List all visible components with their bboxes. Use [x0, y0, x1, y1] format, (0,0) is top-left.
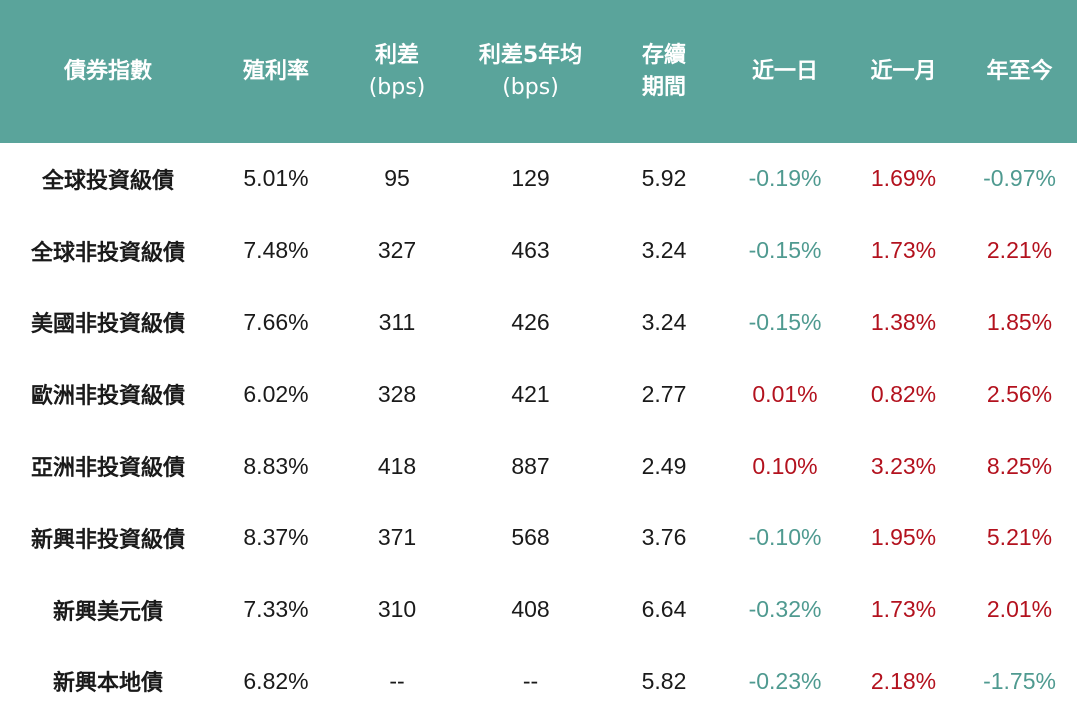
- table-row: 新興本地債 6.82% -- -- 5.82 -0.23% 2.18% -1.75%: [0, 646, 1077, 718]
- cell-m1: 1.73%: [870, 596, 937, 623]
- cell-yield: 8.83%: [243, 452, 309, 479]
- cell-ytd: 5.21%: [986, 524, 1053, 551]
- header-1m: 近一月: [870, 58, 937, 84]
- cell-name: 全球非投資級債: [30, 240, 185, 266]
- table-row: 美國非投資級債 7.66% 311 426 3.24 -0.15% 1.38% 1.85%: [0, 287, 1077, 359]
- header-duration: 存續 期間: [641, 42, 686, 100]
- cell-spread5y: 426: [511, 308, 550, 335]
- cell-spread5y: 463: [511, 237, 550, 264]
- cell-name: 新興非投資級債: [30, 527, 185, 553]
- cell-yield: 7.33%: [243, 596, 309, 623]
- cell-ytd: 1.85%: [986, 308, 1053, 335]
- cell-yield: 5.01%: [243, 165, 309, 192]
- cell-ytd: 2.21%: [986, 237, 1053, 264]
- cell-spread5y: 421: [511, 380, 550, 407]
- cell-spread: 371: [377, 524, 417, 551]
- cell-d1: -0.32%: [748, 596, 822, 623]
- cell-d1: -0.15%: [748, 308, 822, 335]
- cell-ytd: -1.75%: [983, 667, 1056, 694]
- cell-name: 全球投資級債: [41, 168, 174, 194]
- cell-spread5y: 129: [511, 165, 550, 192]
- cell-yield: 7.66%: [243, 308, 309, 335]
- cell-ytd: 2.56%: [986, 380, 1053, 407]
- table-row: 歐洲非投資級債 6.02% 328 421 2.77 0.01% 0.82% 2.56%: [0, 358, 1077, 430]
- cell-ytd: 2.01%: [986, 596, 1053, 623]
- cell-spread: 311: [378, 308, 416, 335]
- cell-d1: -0.15%: [748, 237, 822, 264]
- cell-m1: 2.18%: [870, 667, 937, 694]
- cell-duration: 6.64: [641, 596, 687, 623]
- table-row: 亞洲非投資級債 8.83% 418 887 2.49 0.10% 3.23% 8.25%: [0, 430, 1077, 502]
- cell-spread5y: 887: [511, 452, 550, 479]
- cell-ytd: -0.97%: [983, 165, 1056, 192]
- table-row: 新興美元債 7.33% 310 408 6.64 -0.32% 1.73% 2.01%: [0, 574, 1077, 646]
- cell-duration: 3.24: [641, 237, 687, 264]
- cell-name: 新興本地債: [52, 671, 163, 697]
- cell-spread: 328: [377, 380, 417, 407]
- cell-yield: 6.82%: [243, 667, 309, 694]
- table-body: 全球投資級債 5.01% 95 129 5.92 -0.19% 1.69% -0.97% 全球非…: [0, 143, 1077, 717]
- cell-name: 美國非投資級債: [30, 312, 185, 338]
- cell-m1: 1.69%: [870, 165, 937, 192]
- cell-spread5y: 568: [511, 524, 550, 551]
- cell-spread5y: 408: [511, 596, 550, 623]
- cell-duration: 3.24: [641, 308, 687, 335]
- cell-m1: 1.73%: [870, 237, 937, 264]
- cell-d1: 0.10%: [752, 452, 818, 479]
- cell-m1: 1.38%: [870, 308, 937, 335]
- cell-name: 新興美元債: [52, 599, 163, 625]
- cell-spread5y: --: [522, 667, 539, 694]
- cell-duration: 2.49: [641, 452, 687, 479]
- cell-duration: 5.82: [641, 667, 687, 694]
- cell-name: 歐洲非投資級債: [30, 384, 185, 410]
- cell-spread: --: [389, 667, 405, 694]
- cell-d1: -0.10%: [748, 524, 822, 551]
- header-spread-5y: 利差5年均 (bps): [478, 42, 583, 100]
- table-row: 全球非投資級債 7.48% 327 463 3.24 -0.15% 1.73% 2.21%: [0, 215, 1077, 287]
- cell-ytd: 8.25%: [986, 452, 1053, 479]
- cell-d1: -0.19%: [748, 165, 822, 192]
- table-row: 新興非投資級債 8.37% 371 568 3.76 -0.10% 1.95% 5.21%: [0, 502, 1077, 574]
- cell-spread: 418: [377, 452, 417, 479]
- cell-m1: 1.95%: [870, 524, 937, 551]
- header-index: 債券指數: [63, 58, 152, 84]
- cell-name: 亞洲非投資級債: [30, 456, 185, 482]
- cell-yield: 7.48%: [243, 237, 309, 264]
- header-yield: 殖利率: [242, 58, 309, 84]
- cell-spread: 95: [384, 165, 410, 192]
- cell-duration: 2.77: [641, 380, 687, 407]
- header-spread: 利差 (bps): [368, 42, 426, 100]
- cell-d1: 0.01%: [752, 380, 818, 407]
- cell-m1: 0.82%: [870, 380, 937, 407]
- table-header: 債券指數 殖利率 利差 (bps) 利差5年均 (bps) 存續 期間 近一日 近一月…: [0, 0, 1077, 143]
- cell-yield: 8.37%: [243, 524, 309, 551]
- cell-spread: 327: [377, 237, 417, 264]
- cell-duration: 5.92: [641, 165, 687, 192]
- table-row: 全球投資級債 5.01% 95 129 5.92 -0.19% 1.69% -0.97%: [0, 143, 1077, 215]
- cell-m1: 3.23%: [870, 452, 937, 479]
- header-ytd: 年至今: [986, 58, 1053, 84]
- header-row: 債券指數 殖利率 利差 (bps) 利差5年均 (bps) 存續 期間 近一日 近一月…: [0, 0, 1077, 143]
- cell-d1: -0.23%: [748, 667, 822, 694]
- cell-yield: 6.02%: [243, 380, 309, 407]
- cell-duration: 3.76: [641, 524, 687, 551]
- cell-spread: 310: [377, 596, 417, 623]
- header-1d: 近一日: [751, 58, 818, 84]
